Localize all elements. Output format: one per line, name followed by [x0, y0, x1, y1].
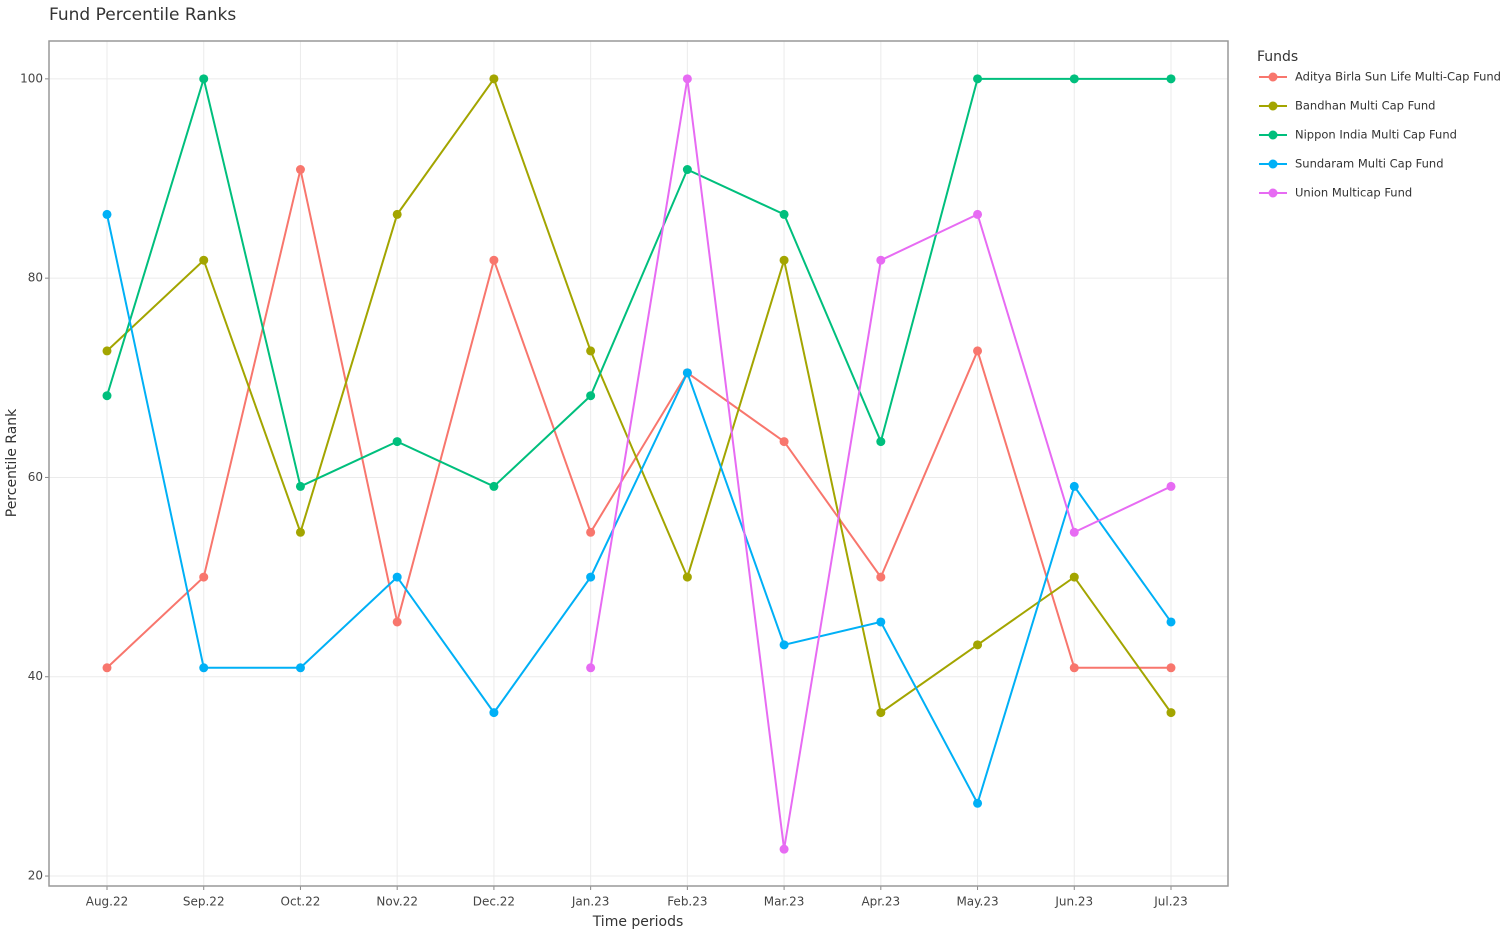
y-axis-title: Percentile Rank — [4, 408, 20, 517]
data-point — [779, 209, 789, 219]
data-point — [295, 663, 305, 673]
data-point — [199, 663, 209, 673]
data-point — [1166, 481, 1176, 491]
legend-swatch — [1268, 101, 1278, 111]
data-point — [876, 617, 886, 627]
data-point — [1069, 74, 1079, 84]
data-point — [392, 209, 402, 219]
data-point — [295, 165, 305, 175]
x-tick-label: Jul.23 — [1153, 895, 1188, 909]
data-point — [586, 346, 596, 356]
data-point — [489, 255, 499, 265]
data-point — [1069, 572, 1079, 582]
data-point — [586, 572, 596, 582]
legend-label: Nippon India Multi Cap Fund — [1295, 128, 1457, 142]
data-point — [973, 74, 983, 84]
data-point — [199, 74, 209, 84]
data-point — [876, 708, 886, 718]
data-point — [102, 346, 112, 356]
data-point — [1166, 74, 1176, 84]
data-point — [973, 346, 983, 356]
data-point — [489, 708, 499, 718]
y-tick-label: 100 — [20, 71, 43, 85]
data-point — [295, 481, 305, 491]
y-tick-label: 60 — [28, 470, 43, 484]
data-point — [779, 640, 789, 650]
legend-swatch — [1268, 130, 1278, 140]
data-point — [392, 617, 402, 627]
data-point — [1069, 527, 1079, 537]
legend-label: Sundaram Multi Cap Fund — [1295, 157, 1444, 171]
legend-title: Funds — [1257, 49, 1298, 65]
data-point — [1069, 663, 1079, 673]
data-point — [682, 572, 692, 582]
data-point — [1166, 663, 1176, 673]
series-line — [106, 76, 1172, 715]
x-tick-label: Aug.22 — [86, 895, 129, 909]
chart-title: Fund Percentile Ranks — [49, 5, 236, 25]
legend-label: Union Multicap Fund — [1295, 186, 1412, 200]
data-point — [392, 437, 402, 447]
x-tick-label: Feb.23 — [667, 895, 707, 909]
data-point — [586, 527, 596, 537]
x-tick-label: Jan.23 — [571, 895, 610, 909]
data-point — [973, 640, 983, 650]
x-tick-label: Nov.22 — [376, 895, 418, 909]
legend-swatch — [1268, 159, 1278, 169]
data-point — [876, 437, 886, 447]
data-point — [779, 255, 789, 265]
x-tick-label: Jun.23 — [1054, 895, 1093, 909]
data-point — [102, 663, 112, 673]
x-tick-label: Apr.23 — [861, 895, 900, 909]
data-point — [682, 368, 692, 378]
data-point — [1166, 708, 1176, 718]
data-point — [295, 527, 305, 537]
legend-swatch — [1268, 72, 1278, 82]
data-point — [1069, 481, 1079, 491]
x-tick-label: May.23 — [956, 895, 998, 909]
x-tick-label: Dec.22 — [473, 895, 515, 909]
x-tick-label: Sep.22 — [183, 895, 225, 909]
data-point — [489, 74, 499, 84]
legend-label: Aditya Birla Sun Life Multi-Cap Fund — [1295, 70, 1501, 84]
data-point — [973, 209, 983, 219]
data-point — [199, 255, 209, 265]
data-point — [199, 572, 209, 582]
data-point — [392, 572, 402, 582]
data-point — [876, 572, 886, 582]
legend-label: Bandhan Multi Cap Fund — [1295, 99, 1435, 113]
data-point — [779, 844, 789, 854]
series-line — [106, 75, 1171, 488]
legend-swatch — [1268, 188, 1278, 198]
data-point — [682, 165, 692, 175]
x-axis-title: Time periods — [592, 914, 684, 930]
x-tick-label: Oct.22 — [281, 895, 321, 909]
series-line — [106, 214, 1172, 806]
data-point — [102, 391, 112, 401]
data-point — [1166, 617, 1176, 627]
data-point — [973, 798, 983, 808]
data-point — [489, 481, 499, 491]
data-point — [586, 663, 596, 673]
data-point — [876, 255, 886, 265]
series-line — [106, 169, 1171, 669]
data-point — [682, 74, 692, 84]
x-tick-label: Mar.23 — [764, 895, 805, 909]
plot-border — [48, 40, 1229, 887]
data-point — [779, 437, 789, 447]
y-tick-label: 80 — [28, 271, 43, 285]
y-tick-label: 40 — [28, 669, 43, 683]
y-tick-label: 20 — [28, 869, 43, 883]
data-point — [102, 209, 112, 219]
data-point — [586, 391, 596, 401]
